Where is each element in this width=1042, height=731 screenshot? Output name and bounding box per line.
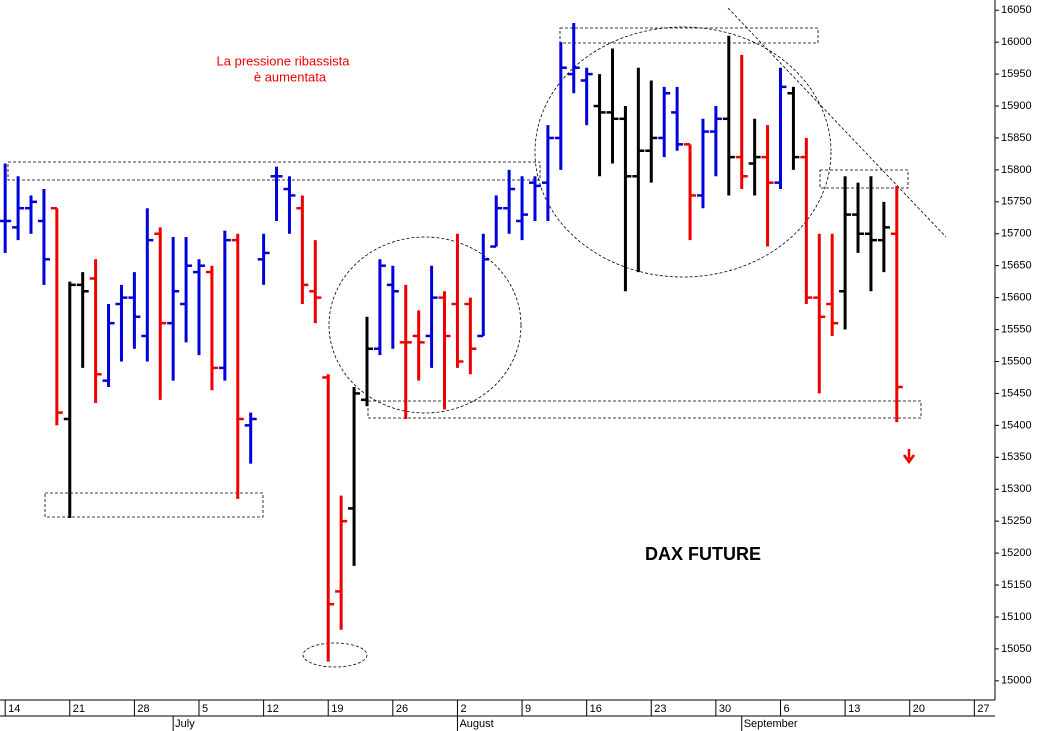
trend-line	[727, 7, 947, 238]
annotation: è aumentata	[254, 69, 327, 84]
x-tick-label: 26	[396, 703, 408, 715]
y-tick-label: 15950	[1001, 68, 1032, 80]
x-tick-label: 20	[913, 703, 925, 715]
y-tick-label: 15450	[1001, 387, 1032, 399]
x-tick-label: 2	[460, 703, 466, 715]
y-tick-label: 15200	[1001, 547, 1032, 559]
x-tick-label: 6	[783, 703, 789, 715]
chart-title: DAX FUTURE	[645, 544, 761, 564]
annotation: La pressione ribassista	[217, 53, 351, 68]
support-band	[367, 400, 922, 419]
x-tick-label: 13	[848, 703, 860, 715]
y-tick-label: 15550	[1001, 323, 1032, 335]
y-tick-label: 15600	[1001, 292, 1032, 304]
month-label: August	[459, 718, 493, 730]
month-label: September	[744, 718, 798, 730]
y-tick-label: 15400	[1001, 419, 1032, 431]
y-tick-label: 15700	[1001, 228, 1032, 240]
x-tick-label: 5	[202, 703, 208, 715]
y-tick-label: 15300	[1001, 483, 1032, 495]
plot-area	[0, 0, 995, 700]
low-ellipse	[302, 642, 368, 668]
x-tick-label: 21	[73, 703, 85, 715]
y-tick-label: 16000	[1001, 36, 1032, 48]
y-tick-label: 15350	[1001, 451, 1032, 463]
month-label: July	[175, 718, 195, 730]
retest-box	[819, 169, 909, 189]
y-tick-label: 15650	[1001, 260, 1032, 272]
x-tick-label: 28	[137, 703, 149, 715]
y-tick-label: 15050	[1001, 643, 1032, 655]
y-tick-label: 15150	[1001, 579, 1032, 591]
y-tick-label: 15750	[1001, 196, 1032, 208]
x-tick-label: 30	[719, 703, 731, 715]
x-tick-label: 14	[8, 703, 20, 715]
x-tick-label: 19	[331, 703, 343, 715]
x-tick-label: 12	[267, 703, 279, 715]
y-tick-label: 15900	[1001, 100, 1032, 112]
x-tick-label: 23	[654, 703, 666, 715]
y-tick-label: 15250	[1001, 515, 1032, 527]
x-tick-label: 9	[525, 703, 531, 715]
y-tick-label: 15000	[1001, 675, 1032, 687]
resistance-band	[7, 161, 541, 181]
y-tick-label: 15850	[1001, 132, 1032, 144]
down-arrow	[902, 449, 916, 465]
top-box	[559, 27, 819, 44]
y-tick-label: 16050	[1001, 4, 1032, 16]
y-tick-label: 15800	[1001, 164, 1032, 176]
x-tick-label: 16	[590, 703, 602, 715]
pattern-ellipse	[328, 236, 522, 414]
pattern-ellipse	[534, 26, 832, 278]
x-tick-label: 27	[977, 703, 989, 715]
y-tick-label: 15500	[1001, 355, 1032, 367]
support-box	[44, 492, 264, 518]
y-tick-label: 15100	[1001, 611, 1032, 623]
